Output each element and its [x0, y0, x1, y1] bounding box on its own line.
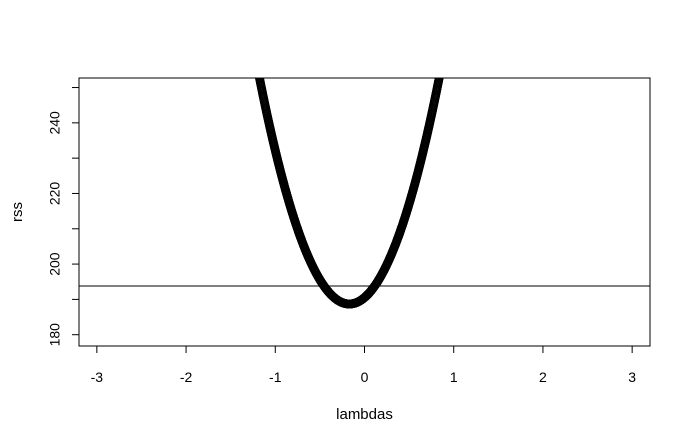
- y-tick-label: 180: [47, 323, 63, 347]
- y-tick-label: 200: [47, 252, 63, 276]
- x-tick-label: 1: [450, 369, 458, 385]
- x-tick-label: -2: [180, 369, 193, 385]
- y-tick-label: 240: [47, 111, 63, 135]
- data-point: [437, 67, 445, 75]
- data-point: [438, 78, 442, 79]
- y-axis-label: rss: [9, 202, 26, 222]
- data-point: [255, 69, 263, 77]
- x-tick-label: -1: [269, 369, 282, 385]
- plot-frame: [78, 77, 651, 347]
- x-tick-label: 3: [628, 369, 636, 385]
- data-points: [254, 67, 445, 309]
- y-axis: 180 200 220 240: [47, 87, 80, 347]
- data-point: [256, 78, 261, 79]
- data-point: [254, 68, 262, 76]
- x-tick-label: 0: [361, 369, 369, 385]
- data-point: [436, 78, 443, 80]
- x-tick-label: 2: [539, 369, 547, 385]
- data-point: [436, 69, 444, 77]
- data-point: [254, 67, 262, 75]
- data-point: [435, 78, 444, 82]
- x-axis: -3 -2 -1 0 1 2 3: [91, 345, 636, 385]
- y-tick-label: 220: [47, 182, 63, 206]
- x-tick-label: -3: [91, 369, 104, 385]
- x-axis-label: lambdas: [336, 406, 393, 423]
- data-point: [436, 68, 444, 76]
- data-point: [434, 78, 444, 82]
- data-point: [435, 78, 444, 81]
